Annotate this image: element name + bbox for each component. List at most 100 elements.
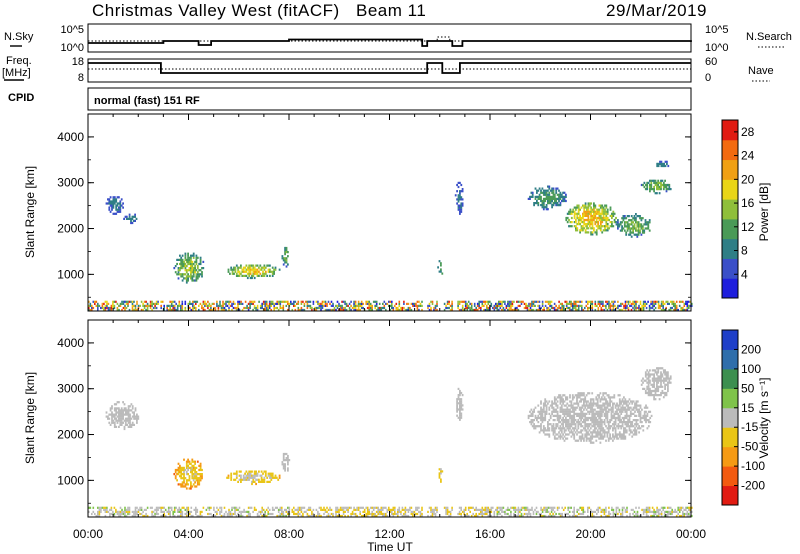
data-cell [535,300,538,303]
data-cell [537,189,540,192]
data-cell [686,506,689,509]
data-cell [227,270,230,273]
data-cell [489,508,491,511]
data-cell [552,425,555,428]
data-cell [179,262,181,266]
data-cell [541,412,544,415]
data-cell [583,398,585,401]
data-cell [556,433,559,436]
data-cell [629,233,632,236]
data-cell [647,300,649,303]
data-cell [502,510,505,513]
data-cell [636,510,639,513]
data-cell [542,193,545,196]
data-cell [551,191,553,194]
data-cell [580,225,583,228]
data-cell [583,427,585,430]
data-cell [353,308,355,312]
data-cell [196,473,199,476]
data-cell [486,306,488,310]
data-cell [581,429,584,432]
data-cell [552,202,555,205]
data-cell [647,225,650,228]
data-cell [467,306,470,310]
data-cell [584,398,587,401]
data-cell [248,272,251,275]
data-cell [589,404,592,407]
data-cell [260,470,263,473]
data-cell [526,508,529,511]
data-cell [285,514,288,518]
data-cell [642,425,645,428]
data-cell [599,416,602,420]
data-cell [590,216,592,220]
data-cell [654,300,657,303]
data-cell [617,425,620,428]
data-cell [540,410,542,413]
data-cell [540,189,542,192]
data-cell [562,433,564,436]
data-cell [537,421,540,424]
data-cell [460,196,463,199]
data-cell [253,272,256,275]
data-cell [598,214,601,217]
data-cell [440,480,442,483]
data-cell [522,300,524,303]
data-cell [255,270,257,273]
data-cell [538,304,541,307]
data-cell [124,508,126,511]
data-cell [184,262,187,266]
data-cell [97,506,99,509]
freq-label-line1: Freq. [6,55,32,67]
data-cell [597,508,600,511]
data-cell [618,400,621,403]
data-cell [611,216,613,220]
data-cell [353,506,355,509]
data-cell [594,421,596,424]
data-cell [580,392,582,395]
data-cell [562,425,564,428]
data-cell [555,204,558,207]
data-cell [624,410,627,413]
data-cell [251,276,253,280]
data-cell [605,410,607,413]
data-cell [553,419,556,422]
data-cell [596,412,599,415]
data-cell [653,369,655,372]
data-cell [235,274,238,277]
data-cell [573,408,576,411]
data-cell [620,419,623,422]
data-cell [653,383,655,386]
data-cell [132,215,135,218]
data-cell [237,270,239,273]
data-cell [558,396,560,399]
data-cell [131,221,134,225]
data-cell [666,302,669,305]
data-cell [111,208,113,211]
data-cell [180,275,183,278]
data-cell [192,254,195,257]
data-cell [671,508,673,511]
data-cell [191,267,194,270]
data-cell [459,181,461,184]
data-cell [115,510,117,513]
data-cell [556,414,559,417]
data-cell [498,512,500,516]
data-cell [642,387,644,390]
data-cell [636,215,639,218]
data-cell [245,264,248,267]
data-cell [556,423,559,426]
data-cell [235,272,238,275]
data-cell [664,379,666,382]
data-cell [112,510,114,513]
data-cell [481,514,484,518]
data-cell [264,514,266,518]
data-cell [626,304,628,307]
data-cell [318,302,321,305]
data-cell [528,512,530,516]
data-cell [363,510,366,513]
data-cell [610,414,613,417]
data-cell [613,421,616,424]
data-cell [116,407,119,410]
data-cell [116,202,119,205]
